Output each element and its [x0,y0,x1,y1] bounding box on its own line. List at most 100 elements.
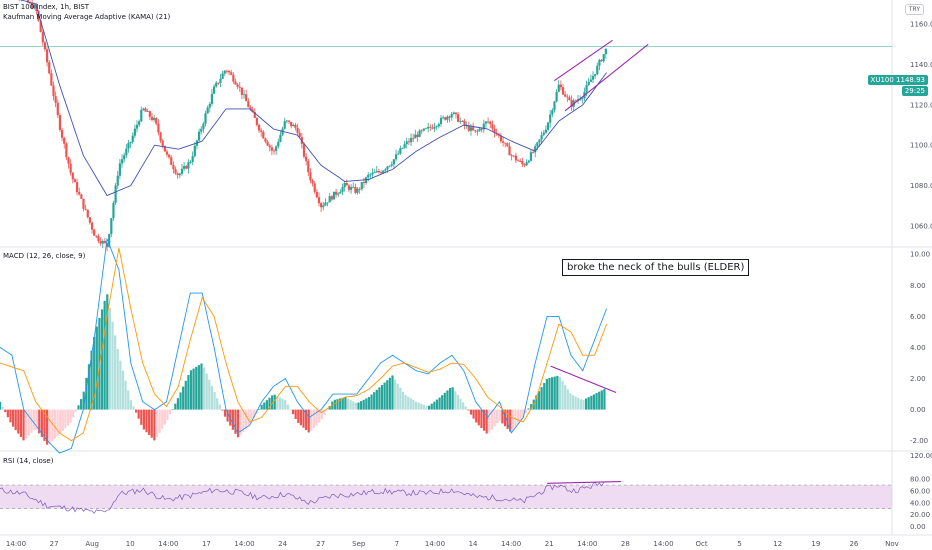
rsi-legend[interactable]: RSI (14, close) [3,457,54,465]
macd-histogram-bar [48,409,51,444]
macd-histogram-bar [278,397,282,410]
macd-histogram-bar [137,409,140,419]
candle-body [230,72,233,75]
candle-body [467,125,470,131]
x-tick-label: 28 [621,540,630,548]
macd-histogram-bar [64,409,67,429]
candle-body [437,124,440,127]
candle-body [431,127,434,129]
candle-body [337,193,340,195]
candle-body [298,132,301,138]
candle-body [133,128,136,136]
x-tick-label: 14:00 [158,540,178,548]
candle-body [108,234,111,247]
x-tick-label: 14:00 [501,540,521,548]
candle-body [172,165,175,170]
candle-body [362,182,366,183]
macd-histogram-bar [299,409,303,426]
price-pane[interactable] [0,0,892,252]
macd-histogram-bar [242,409,245,432]
macd-histogram-bar [140,409,143,425]
macd-histogram-bar [195,366,198,410]
candle-body [546,122,550,130]
candle-body [525,162,528,166]
macd-histogram-bar [393,379,397,410]
axes: 1060.001080.001100.001120.001140.001160.… [6,21,932,548]
rsi-pane[interactable] [0,480,892,514]
candle-body [157,123,160,133]
candle-body [153,118,156,120]
macd-histogram-bar [82,391,85,410]
y-tick-label: 6.00 [910,313,926,321]
candle-body [240,87,244,95]
candle-body [326,202,329,204]
candle-body [320,203,323,208]
candle-body [174,169,177,174]
candle-body [335,191,338,195]
macd-histogram-bar [428,405,431,410]
candle-body [412,138,415,139]
candle-body [604,48,607,55]
candle-body [379,172,383,174]
candle-body [178,173,181,176]
kama-legend[interactable]: Kaufman Moving Average Adaptive (KAMA) (… [3,13,171,21]
macd-histogram-bar [378,387,381,410]
candle-body [292,124,295,127]
y-tick-label: 4.00 [910,344,926,352]
annotation-text[interactable]: broke the neck of the bulls (ELDER) [562,259,750,276]
price-legend[interactable]: BIST 100 Index, 1h, BIST [3,3,90,11]
candle-body [579,99,582,100]
macd-histogram-bar [14,409,17,431]
macd-histogram-bar [414,401,418,410]
candle-body [405,141,408,145]
candle-body [409,138,413,143]
candle-body [131,135,134,142]
macd-legend[interactable]: MACD (12, 26, close, 9) [3,252,86,260]
candle-body [180,168,184,174]
candle-body [305,156,308,161]
y-tick-label: -2.00 [910,437,928,445]
macd-histogram-bar [422,404,425,410]
last-price-value: 1148.93 [896,76,925,84]
x-tick-label: 19 [811,540,820,548]
macd-histogram-bar [119,360,122,410]
candle-body [330,196,333,200]
macd-histogram-bar [51,409,54,441]
y-tick-label: 1140.00 [910,61,932,69]
macd-histogram-bar [93,336,96,410]
candle-body [386,166,389,170]
candle-body [285,120,288,122]
y-tick-label: 120.00 [910,452,932,460]
candle-body [564,94,567,97]
macd-histogram-bar [250,409,253,423]
currency-badge[interactable]: TRY [904,4,924,15]
candle-body [371,172,374,175]
macd-histogram-bar [522,409,525,418]
macd-histogram-bar [305,409,308,431]
candle-body [302,143,306,157]
candle-body [598,60,601,66]
candle-body [123,155,126,160]
candle-body [484,121,488,124]
candle-body [260,130,263,132]
candle-body [469,127,473,131]
candle-body [354,186,357,193]
candle-body [277,141,280,147]
macd-pane[interactable] [0,238,617,454]
candle-body [135,124,139,129]
macd-histogram-bar [553,376,556,410]
candle-body [551,110,554,115]
macd-histogram-bar [477,409,480,426]
macd-histogram-bar [509,409,512,432]
macd-histogram-bar [197,365,200,410]
candle-body [439,117,443,125]
candle-body [407,141,410,143]
y-tick-label: 1160.00 [910,21,932,29]
macd-histogram-bar [114,335,117,410]
macd-histogram-bar [493,409,496,427]
macd-histogram-bar [543,382,546,410]
macd-histogram-bar [19,409,23,437]
candle-body [191,156,194,162]
macd-histogram-bar [247,409,250,427]
